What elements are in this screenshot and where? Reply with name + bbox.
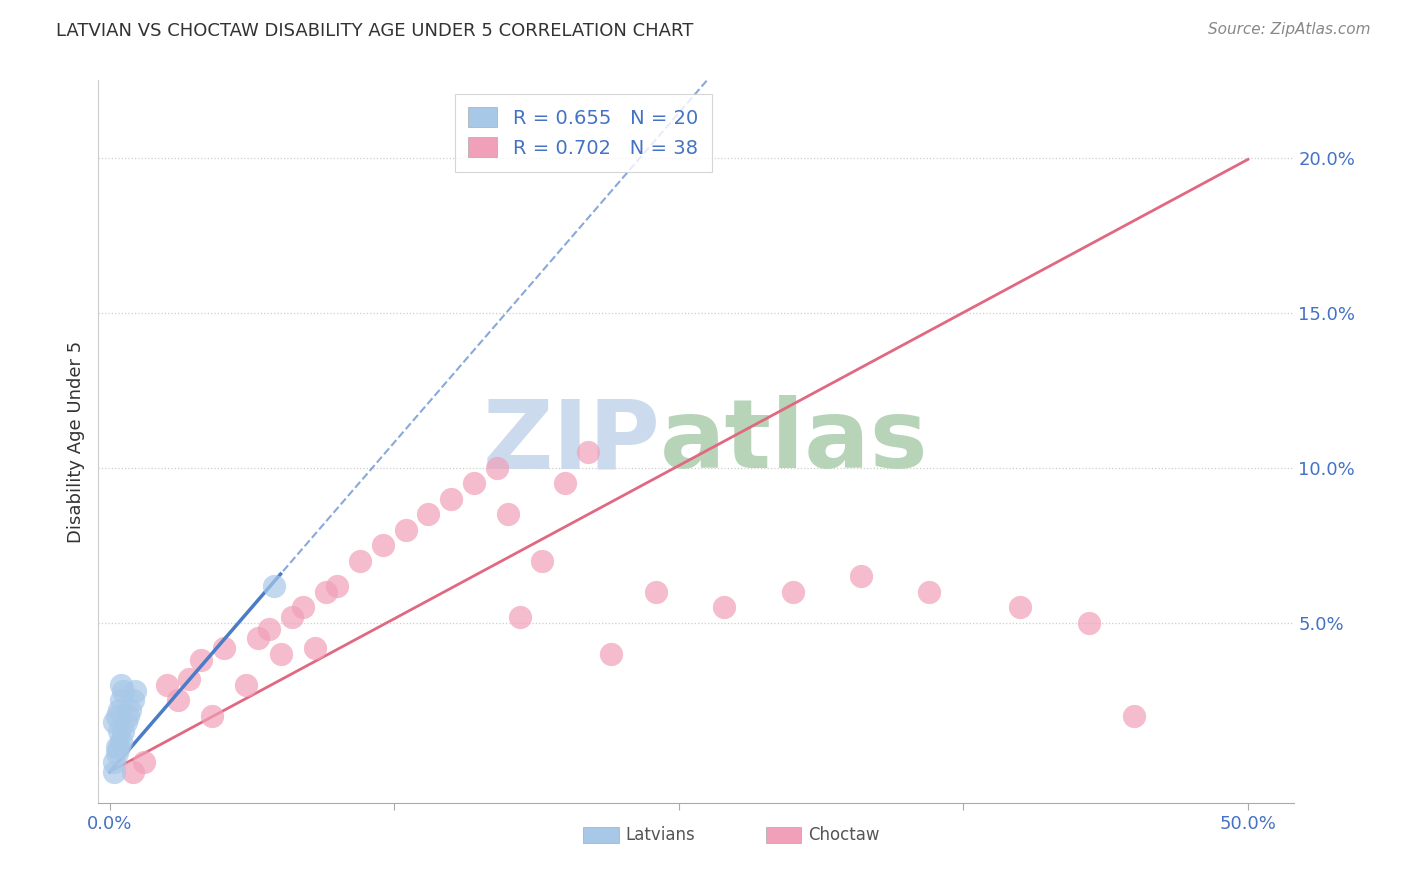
Point: [1010, 600, 1032, 615]
Point: [496, 508, 519, 522]
Text: Latvians: Latvians: [626, 826, 696, 844]
Text: Choctaw: Choctaw: [808, 826, 880, 844]
Point: [110, 678, 132, 692]
Point: [117, 709, 139, 723]
Text: Source: ZipAtlas.com: Source: ZipAtlas.com: [1208, 22, 1371, 37]
Point: [599, 647, 621, 661]
Point: [918, 585, 941, 599]
Point: [212, 640, 235, 655]
Point: [103, 764, 125, 779]
Point: [112, 684, 135, 698]
Y-axis label: Disability Age Under 5: Disability Age Under 5: [66, 341, 84, 542]
Text: LATVIAN VS CHOCTAW DISABILITY AGE UNDER 5 CORRELATION CHART: LATVIAN VS CHOCTAW DISABILITY AGE UNDER …: [56, 22, 693, 40]
Point: [110, 733, 132, 747]
Point: [782, 585, 804, 599]
Point: [576, 445, 599, 459]
Point: [179, 672, 201, 686]
Point: [645, 585, 668, 599]
Point: [371, 538, 394, 552]
Point: [292, 600, 315, 615]
Point: [110, 693, 132, 707]
Point: [485, 461, 508, 475]
Point: [326, 579, 349, 593]
Point: [1077, 615, 1099, 630]
Text: ZIP: ZIP: [482, 395, 661, 488]
Legend: R = 0.655   N = 20, R = 0.702   N = 38: R = 0.655 N = 20, R = 0.702 N = 38: [454, 94, 711, 171]
Point: [156, 678, 179, 692]
Point: [108, 739, 131, 754]
Point: [103, 756, 125, 770]
Point: [246, 632, 269, 646]
Point: [418, 508, 440, 522]
Point: [554, 476, 576, 491]
Point: [114, 715, 136, 730]
Point: [263, 579, 285, 593]
Point: [120, 703, 142, 717]
Point: [349, 554, 371, 568]
Point: [201, 709, 224, 723]
Point: [121, 764, 143, 779]
Point: [124, 684, 146, 698]
Point: [257, 622, 280, 636]
Point: [315, 585, 337, 599]
Point: [463, 476, 485, 491]
Point: [132, 756, 155, 770]
Point: [713, 600, 735, 615]
Point: [270, 647, 292, 661]
Point: [509, 609, 531, 624]
Point: [112, 724, 135, 739]
Point: [281, 609, 304, 624]
Point: [1123, 709, 1146, 723]
Point: [849, 569, 872, 583]
Point: [235, 678, 257, 692]
Point: [531, 554, 554, 568]
Point: [103, 715, 125, 730]
Point: [395, 523, 418, 537]
Point: [440, 491, 463, 506]
Point: [121, 693, 143, 707]
Point: [190, 653, 212, 667]
Point: [304, 640, 326, 655]
Point: [105, 709, 128, 723]
Text: atlas: atlas: [661, 395, 929, 488]
Point: [167, 693, 190, 707]
Point: [108, 703, 131, 717]
Point: [105, 746, 128, 760]
Point: [105, 739, 128, 754]
Point: [108, 724, 131, 739]
